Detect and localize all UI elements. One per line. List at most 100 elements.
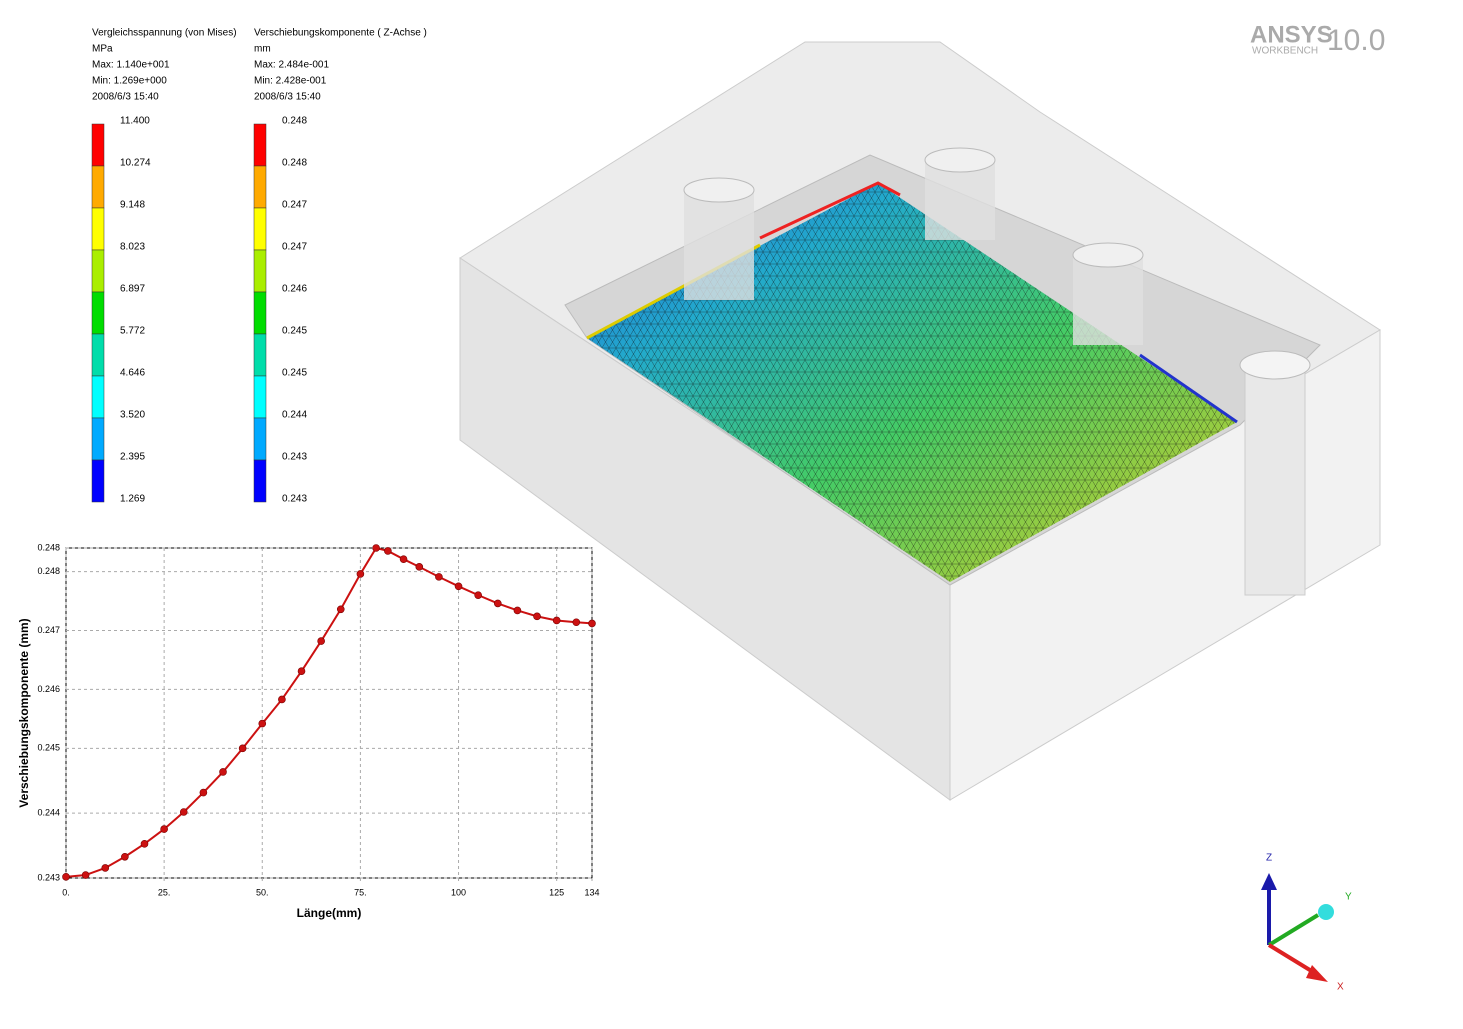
legend-band: [253, 165, 267, 209]
x-tick-label: 134: [584, 887, 599, 897]
point: [399, 555, 408, 563]
plot-frame: [65, 547, 593, 879]
y-tick-label: 0.247: [37, 625, 60, 635]
legend-label: 1.269: [120, 494, 145, 505]
y-tick-label: 0.243: [37, 872, 60, 882]
legend-band: [91, 207, 105, 251]
axis-y: Y: [1345, 892, 1352, 903]
legend-label: 0.247: [282, 200, 307, 211]
point: [160, 825, 168, 833]
legend-min: Min: 1.269e+000: [92, 76, 167, 87]
point: [356, 570, 365, 578]
axis-x: X: [1337, 982, 1344, 993]
legend-title: Vergleichsspannung (von Mises): [92, 28, 237, 39]
legend-band: [253, 417, 267, 461]
legend-date: 2008/6/3 15:40: [92, 92, 159, 103]
legend-band: [253, 375, 267, 419]
point: [588, 619, 596, 628]
point: [238, 744, 247, 753]
y-tick-label: 0.245: [37, 743, 60, 753]
x-tick-label: 25.: [158, 887, 171, 897]
legend-min: Min: 2.428e-001: [254, 76, 327, 87]
point: [199, 788, 208, 797]
logo-brand: ANSYS: [1250, 21, 1333, 48]
legend-band: [253, 459, 267, 503]
legend-label: 8.023: [120, 242, 145, 253]
legend-label: 10.274: [120, 158, 151, 169]
point: [493, 599, 502, 608]
point: [552, 616, 561, 625]
legend-label: 0.245: [282, 326, 307, 337]
legend-unit: mm: [254, 44, 271, 55]
chart: Verschiebungskomponente (mm) Länge(mm) 0…: [17, 542, 599, 920]
legend-band: [91, 249, 105, 293]
point: [297, 667, 306, 675]
point: [384, 547, 392, 555]
legend-max: Max: 1.140e+001: [92, 60, 170, 71]
point: [81, 871, 90, 879]
legend-label: 0.247: [282, 242, 307, 253]
point: [533, 612, 541, 621]
logo-product: WORKBENCH: [1252, 46, 1318, 57]
point: [219, 768, 227, 776]
point: [258, 719, 267, 728]
axis-z: Z: [1266, 853, 1272, 864]
logo: ANSYS WORKBENCH 10.0: [1250, 21, 1385, 57]
point: [454, 582, 463, 591]
point: [415, 563, 424, 571]
legend-label: 2.395: [120, 452, 145, 463]
legend-band: [91, 459, 105, 503]
legend-label: 0.244: [282, 410, 307, 421]
x-tick-label: 100: [451, 887, 466, 897]
point: [572, 618, 581, 627]
point: [372, 544, 380, 552]
model: [459, 41, 1381, 801]
point: [435, 573, 443, 581]
legend-band: [253, 207, 267, 251]
legend-band: [91, 333, 105, 377]
legend-label: 3.520: [120, 410, 145, 421]
point: [317, 637, 325, 645]
point: [140, 840, 149, 848]
legend-max: Max: 2.484e-001: [254, 60, 329, 71]
x-tick-label: 125: [549, 887, 564, 897]
legend-label: 0.248: [282, 116, 307, 127]
triad: Z Y X: [1261, 853, 1352, 993]
logo-version: 10.0: [1327, 24, 1385, 57]
y-tick-label: 0.246: [37, 684, 60, 694]
legend-band: [253, 333, 267, 377]
legend-band: [91, 375, 105, 419]
point: [62, 873, 70, 881]
y-axis-title: Verschiebungskomponente (mm): [17, 618, 31, 807]
legend-title: Verschiebungskomponente ( Z-Achse ): [254, 28, 427, 39]
point: [513, 606, 522, 615]
y-tick-label: 0.248: [37, 542, 60, 552]
legend-band: [91, 291, 105, 335]
legend-label: 0.248: [282, 158, 307, 169]
legend-band: [91, 165, 105, 209]
point: [121, 852, 129, 861]
legend-label: 9.148: [120, 200, 145, 211]
legend-label: 0.243: [282, 452, 307, 463]
legend-band: [253, 123, 267, 167]
point: [278, 695, 286, 704]
point: [101, 864, 110, 872]
x-tick-label: 75.: [354, 887, 367, 897]
legend-unit: MPa: [92, 44, 113, 55]
legend-label: 4.646: [120, 368, 145, 379]
legend-label: 0.245: [282, 368, 307, 379]
x-tick-label: 0.: [62, 887, 70, 897]
legend-band: [91, 123, 105, 167]
legend-label: 11.400: [120, 116, 150, 127]
legend-band: [253, 291, 267, 335]
x-axis-title: Länge(mm): [297, 906, 362, 920]
legend-date: 2008/6/3 15:40: [254, 92, 321, 103]
legend-label: 0.243: [282, 494, 307, 505]
point: [474, 591, 482, 599]
legend-label: 6.897: [120, 284, 145, 295]
legend-band: [253, 249, 267, 293]
y-tick-label: 0.244: [37, 808, 60, 818]
point: [336, 605, 345, 614]
point: [179, 808, 188, 816]
